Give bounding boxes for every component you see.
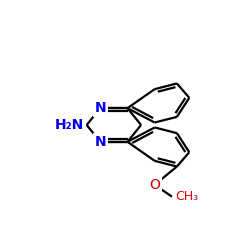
Text: H₂N: H₂N [55, 118, 84, 132]
Text: N: N [94, 135, 106, 149]
Text: O: O [149, 178, 160, 192]
Text: CH₃: CH₃ [176, 190, 199, 203]
Text: N: N [94, 101, 106, 115]
